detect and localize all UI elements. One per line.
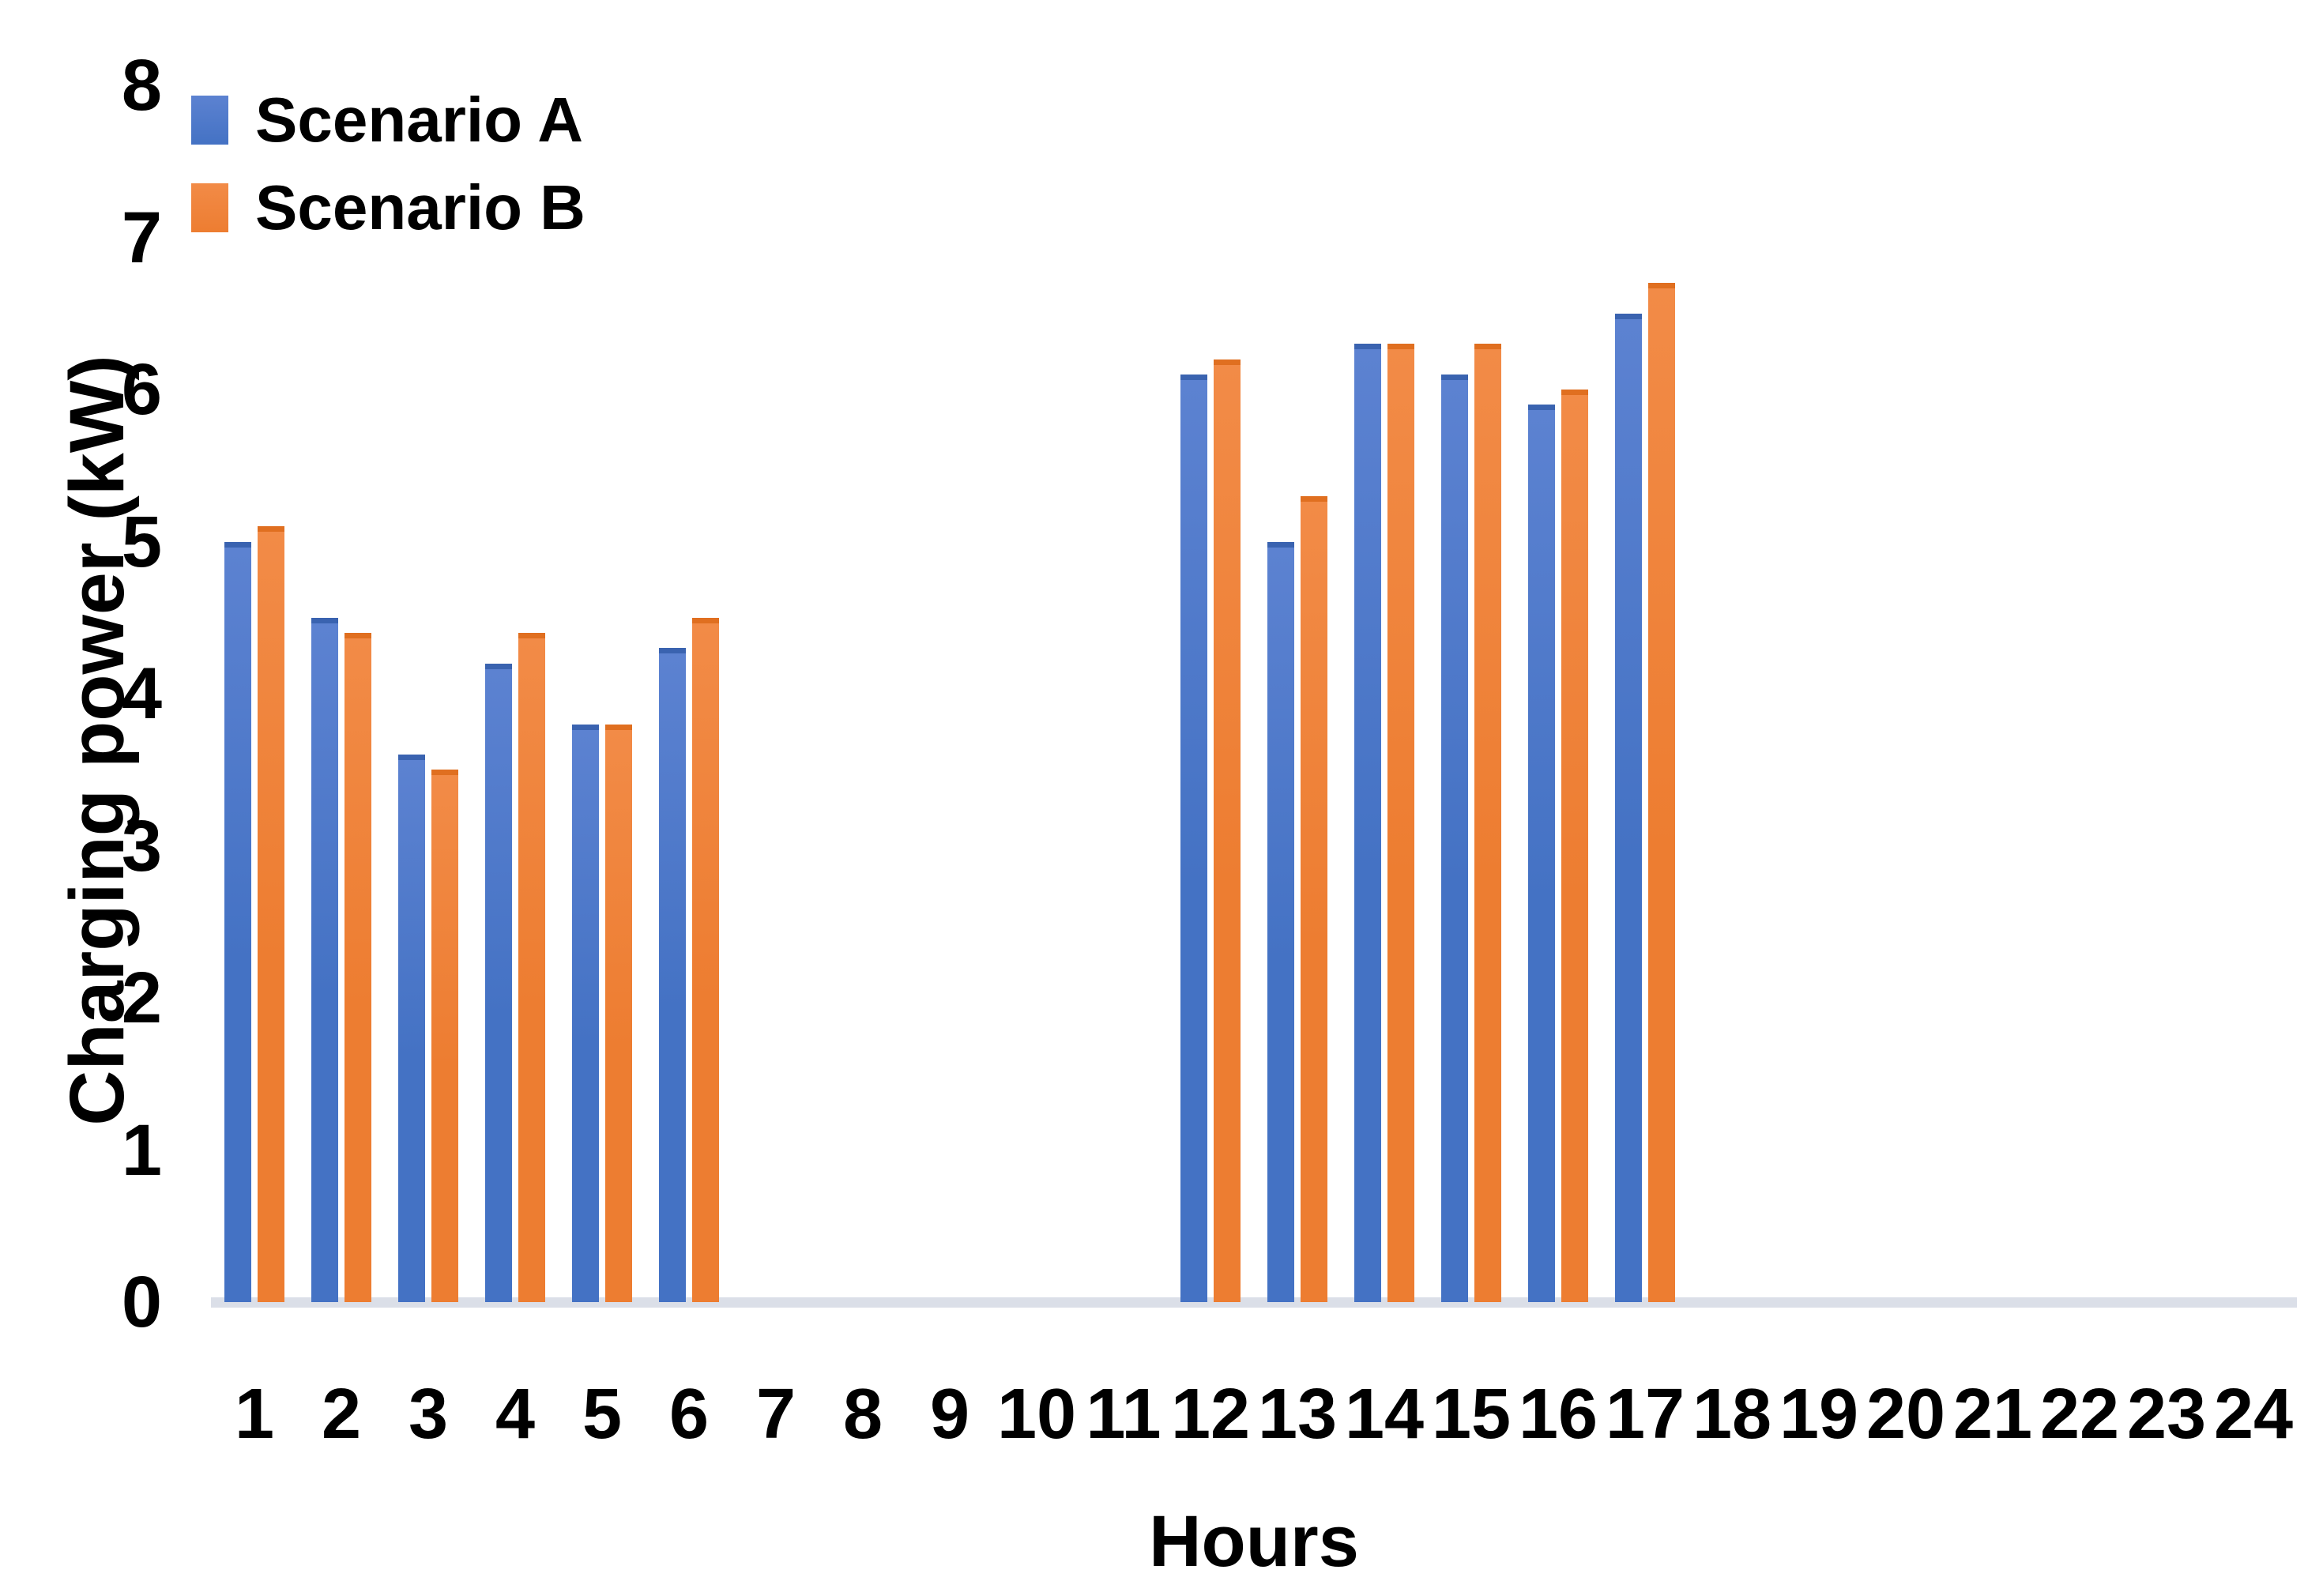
bar-hour-16-scenario-a xyxy=(1528,405,1555,1302)
bar-hour-4-scenario-a xyxy=(485,663,512,1302)
y-tick-label-7: 7 xyxy=(121,197,162,278)
bar-hour-6-scenario-a xyxy=(659,648,686,1302)
x-tick-label-2: 2 xyxy=(321,1375,362,1454)
y-tick-label-1: 1 xyxy=(121,1109,162,1191)
x-tick-label-24: 24 xyxy=(2213,1375,2294,1454)
x-tick-label-22: 22 xyxy=(2039,1375,2120,1454)
bar-hour-5-scenario-b xyxy=(605,724,632,1302)
x-tick-label-12: 12 xyxy=(1170,1375,1251,1454)
bar-hour-3-scenario-b xyxy=(431,770,458,1302)
legend-item-scenario-a: Scenario A xyxy=(191,85,583,155)
bar-hour-3-scenario-a xyxy=(398,755,425,1302)
bar-hour-15-scenario-a xyxy=(1441,374,1468,1302)
x-tick-label-10: 10 xyxy=(996,1375,1077,1454)
x-tick-label-17: 17 xyxy=(1605,1375,1685,1454)
x-tick-label-3: 3 xyxy=(408,1375,449,1454)
x-tick-label-7: 7 xyxy=(755,1375,796,1454)
x-tick-label-6: 6 xyxy=(668,1375,710,1454)
y-tick-label-4: 4 xyxy=(121,653,162,734)
x-tick-label-5: 5 xyxy=(582,1375,623,1454)
bar-hour-4-scenario-b xyxy=(518,633,545,1302)
y-tick-label-5: 5 xyxy=(121,501,162,582)
bar-hour-1-scenario-a xyxy=(224,541,251,1302)
bar-hour-13-scenario-b xyxy=(1301,495,1327,1302)
legend-swatch-icon xyxy=(191,183,228,232)
bar-hour-5-scenario-a xyxy=(572,724,599,1302)
bar-hour-16-scenario-b xyxy=(1561,390,1588,1302)
legend-label: Scenario A xyxy=(255,85,583,155)
bar-hour-15-scenario-b xyxy=(1474,344,1501,1302)
x-axis-line xyxy=(211,1297,2297,1308)
x-tick-label-23: 23 xyxy=(2126,1375,2207,1454)
y-tick-label-3: 3 xyxy=(121,805,162,886)
bar-hour-14-scenario-a xyxy=(1354,344,1381,1302)
x-tick-label-11: 11 xyxy=(1086,1375,1162,1454)
bar-hour-2-scenario-b xyxy=(344,633,371,1302)
bar-hour-12-scenario-b xyxy=(1214,359,1241,1302)
bar-hour-2-scenario-a xyxy=(311,617,338,1302)
y-tick-label-8: 8 xyxy=(121,45,162,126)
bar-hour-12-scenario-a xyxy=(1180,374,1207,1302)
x-tick-label-21: 21 xyxy=(1952,1375,2033,1454)
bar-hour-17-scenario-b xyxy=(1648,283,1675,1302)
bar-hour-1-scenario-b xyxy=(258,526,284,1302)
legend-item-scenario-b: Scenario B xyxy=(191,172,585,243)
x-tick-label-1: 1 xyxy=(234,1375,275,1454)
y-tick-label-2: 2 xyxy=(121,958,162,1038)
x-tick-label-4: 4 xyxy=(495,1375,536,1454)
bar-hour-13-scenario-a xyxy=(1267,541,1294,1302)
y-tick-label-6: 6 xyxy=(121,349,162,430)
y-tick-label-0: 0 xyxy=(121,1262,162,1342)
x-axis-title: Hours xyxy=(1149,1501,1359,1582)
x-tick-label-8: 8 xyxy=(842,1375,883,1454)
x-tick-label-16: 16 xyxy=(1518,1375,1598,1454)
x-tick-label-15: 15 xyxy=(1431,1375,1512,1454)
legend-swatch-icon xyxy=(191,96,228,145)
y-axis-title: Charging power (kW) xyxy=(54,355,140,1126)
x-tick-label-9: 9 xyxy=(929,1375,970,1454)
bar-hour-14-scenario-b xyxy=(1387,344,1414,1302)
x-tick-label-19: 19 xyxy=(1779,1375,1859,1454)
legend-label: Scenario B xyxy=(255,172,585,243)
x-tick-label-13: 13 xyxy=(1257,1375,1338,1454)
x-tick-label-14: 14 xyxy=(1344,1375,1425,1454)
x-tick-label-18: 18 xyxy=(1692,1375,1772,1454)
x-tick-label-20: 20 xyxy=(1866,1375,1946,1454)
bar-hour-6-scenario-b xyxy=(692,617,719,1302)
bar-hour-17-scenario-a xyxy=(1615,313,1642,1302)
